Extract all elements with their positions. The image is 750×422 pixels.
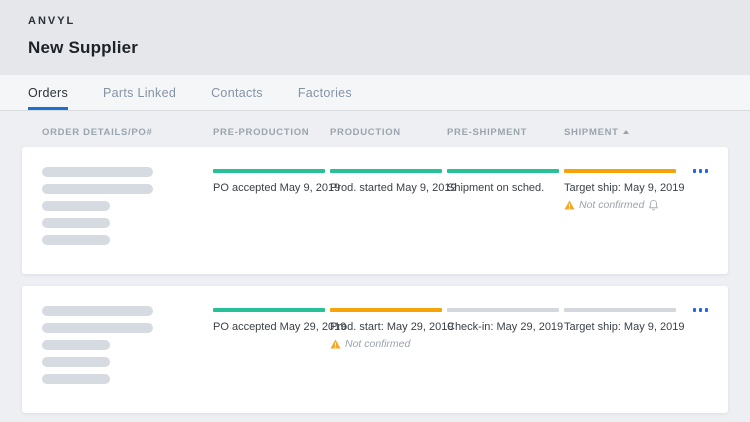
stage-status-text: Check-in: May 29, 2019 (447, 321, 564, 333)
order-row[interactable]: PO accepted May 29, 2019 Prod. start: May… (22, 286, 728, 413)
column-header-shipment[interactable]: Shipment (564, 127, 681, 138)
stage-warning-text: Not confirmed (345, 338, 411, 350)
stage-status-text: Target ship: May 9, 2019 (564, 182, 685, 194)
tab-parts-linked[interactable]: Parts Linked (103, 85, 177, 100)
orders-content: Order Details/PO# Pre-Production Product… (0, 111, 750, 422)
placeholder-bar (42, 357, 110, 367)
tab-contacts[interactable]: Contacts (211, 85, 263, 100)
placeholder-bar (42, 323, 153, 333)
column-header-pre-production[interactable]: Pre-Production (213, 127, 310, 138)
stage-progress-bar (330, 169, 442, 173)
bell-icon (648, 199, 659, 211)
stage-production: Prod. start: May 29, 2019 Not confirmed (330, 306, 454, 391)
stage-warning: Not confirmed (564, 199, 673, 211)
stage-progress-bar (447, 308, 559, 312)
menu-dot-icon (698, 308, 702, 312)
tab-bar: Orders Parts Linked Contacts Factories (0, 75, 750, 111)
stage-progress-bar (564, 308, 676, 312)
column-header-order-details[interactable]: Order Details/PO# (42, 127, 153, 138)
stage-status-text: Target ship: May 9, 2019 (564, 321, 685, 333)
row-menu-cell (681, 167, 728, 252)
stage-status-text: Prod. start: May 29, 2019 (330, 321, 454, 333)
placeholder-bar (42, 201, 110, 211)
stage-shipment: Target ship: May 9, 2019 (564, 306, 685, 391)
app-header: ANVYL New Supplier (0, 0, 750, 75)
placeholder-bar (42, 184, 153, 194)
menu-dot-icon (692, 308, 696, 312)
stage-pre-production: PO accepted May 29, 2019 (213, 306, 347, 391)
column-header-pre-shipment[interactable]: Pre-Shipment (447, 127, 528, 138)
warning-icon (330, 339, 341, 349)
stage-status-text: Prod. started May 9, 2019 (330, 182, 457, 194)
stage-progress-bar (564, 169, 676, 173)
row-menu-button[interactable] (692, 306, 708, 314)
warning-icon (564, 200, 575, 210)
placeholder-bar (42, 218, 110, 228)
menu-dot-icon (692, 169, 696, 173)
table-column-headers: Order Details/PO# Pre-Production Product… (22, 111, 728, 147)
order-details-placeholders (42, 167, 213, 252)
brand-logo: ANVYL (28, 15, 76, 27)
stage-production: Prod. started May 9, 2019 (330, 167, 457, 252)
stage-progress-bar (213, 308, 325, 312)
stage-pre-shipment: Check-in: May 29, 2019 (447, 306, 564, 391)
menu-dot-icon (704, 308, 708, 312)
placeholder-bar (42, 167, 153, 177)
row-menu-cell (681, 306, 728, 391)
tab-factories[interactable]: Factories (297, 85, 352, 100)
row-menu-button[interactable] (692, 167, 708, 175)
placeholder-bar (42, 340, 110, 350)
order-row[interactable]: PO accepted May 9, 2019 Prod. started May… (22, 147, 728, 274)
tab-orders[interactable]: Orders (28, 75, 69, 110)
stage-pre-production: PO accepted May 9, 2019 (213, 167, 341, 252)
order-details-placeholders (42, 306, 213, 391)
column-header-production[interactable]: Production (330, 127, 401, 138)
stage-warning-text: Not confirmed (579, 199, 645, 211)
stage-shipment: Target ship: May 9, 2019 Not confirmed (564, 167, 685, 252)
orders-list: PO accepted May 9, 2019 Prod. started May… (0, 147, 750, 413)
menu-dot-icon (704, 169, 708, 173)
sort-asc-icon (622, 130, 629, 134)
stage-status-text: PO accepted May 9, 2019 (213, 182, 341, 194)
stage-progress-bar (213, 169, 325, 173)
placeholder-bar (42, 306, 153, 316)
placeholder-bar (42, 374, 110, 384)
stage-pre-shipment: Shipment on sched. (447, 167, 564, 252)
stage-status-text: Shipment on sched. (447, 182, 545, 194)
stage-status-text: PO accepted May 29, 2019 (213, 321, 347, 333)
placeholder-bar (42, 235, 110, 245)
stage-progress-bar (447, 169, 559, 173)
stage-warning: Not confirmed (330, 338, 439, 350)
menu-dot-icon (698, 169, 702, 173)
page-title: New Supplier (28, 38, 139, 57)
stage-progress-bar (330, 308, 442, 312)
